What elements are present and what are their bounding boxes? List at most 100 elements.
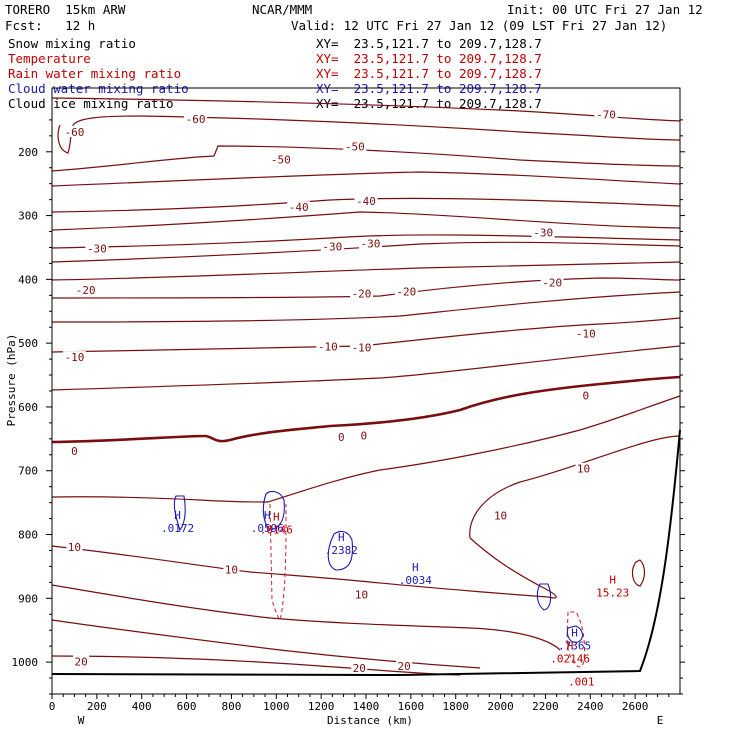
contour-label-bg (581, 389, 591, 401)
extremum-value: 15.23 (596, 587, 629, 600)
field-cloudice-xy: XY= 23.5,121.7 to 209.7,128.7 (316, 96, 542, 111)
contour-label-bg (358, 237, 382, 249)
contour-label-bg (351, 661, 368, 673)
contour-label: -10 (576, 328, 596, 341)
contour-label: -20 (76, 284, 96, 297)
field-rain-label: Rain water mixing ratio (8, 66, 182, 81)
isotherm-10-loop (469, 537, 557, 599)
x-tick-label: 2400 (577, 700, 604, 713)
y-tick-label: 900 (18, 592, 38, 605)
east-label: E (657, 714, 664, 727)
field-snow-xy: XY= 23.5,121.7 to 209.7,128.7 (316, 36, 542, 51)
isotherm-minus25 (51, 261, 681, 281)
field-temperature-label: Temperature (8, 51, 91, 66)
contour-label: -30 (87, 243, 107, 256)
contour-label: 0 (71, 445, 78, 458)
x-tick-label: 600 (177, 700, 197, 713)
x-tick-label: 1800 (442, 700, 469, 713)
contour-label: -20 (542, 276, 562, 289)
contour-label: -30 (322, 241, 342, 254)
extremum-symbol: H (412, 561, 419, 574)
contour-label: -10 (352, 342, 372, 355)
contour-label: 10 (355, 588, 368, 601)
isotherm-minus30 (51, 241, 681, 263)
forecast-hour: Fcst: 12 h (5, 18, 96, 33)
contour-label: 20 (75, 655, 88, 668)
contour-label-bg (62, 125, 86, 137)
contour-label: 0 (582, 389, 589, 402)
extremum-value: .001 (568, 675, 595, 688)
contour-label: 0 (360, 430, 367, 443)
cloud-water-560 (173, 495, 186, 532)
contour-label: 10 (577, 463, 590, 476)
x-tick-label: 1200 (308, 700, 335, 713)
contour-label: -30 (361, 238, 381, 251)
contour-label-bg (359, 429, 369, 441)
mixing-ratio-overlays (173, 490, 585, 668)
contour-label-bg (574, 327, 598, 339)
y-tick-label: 1000 (12, 656, 39, 669)
isotherm-minus5 (51, 345, 681, 391)
y-tick-label: 800 (18, 529, 38, 542)
contour-label-bg (354, 194, 378, 206)
contour-label-bg (62, 351, 86, 363)
isotherm-minus70 (51, 97, 681, 122)
contour-label-bg (394, 285, 418, 297)
extremum-value: .0596 (251, 522, 284, 535)
contour-label-bg (396, 659, 413, 671)
contour-labels: -60 -60 -70 -50 -50 -40 -40 -30 -30 -30 -30 -20 -20 -… (62, 108, 618, 675)
extremum-symbol: H (567, 639, 574, 652)
surface-line (51, 429, 681, 677)
isotherm-minus50 (51, 171, 681, 187)
isotherm-5 (51, 395, 681, 503)
contour-label: 10 (68, 541, 81, 554)
contour-label-bg (540, 276, 564, 288)
contour-label: -50 (345, 141, 365, 154)
contour-label-bg (316, 340, 340, 352)
y-tick-label: 500 (18, 337, 38, 350)
extremum-symbol: H (338, 531, 345, 544)
isotherm-minus10 (51, 317, 681, 353)
field-temperature-xy: XY= 23.5,121.7 to 209.7,128.7 (316, 51, 542, 66)
cloud-water-1290 (327, 530, 354, 571)
isotherm-minus40 (51, 211, 681, 231)
contour-label-bg (350, 341, 374, 353)
contour-label: 10 (225, 564, 238, 577)
contour-label: 20 (398, 660, 411, 673)
contour-label-bg (594, 108, 618, 120)
contour-label: -20 (352, 287, 372, 300)
contour-label-bg (184, 113, 208, 125)
x-tick-label: 200 (87, 700, 107, 713)
x-tick-label: 1400 (353, 700, 380, 713)
x-tick-label: 2600 (622, 700, 649, 713)
contour-label: -30 (533, 227, 553, 240)
isotherm-10-east (469, 435, 681, 539)
extremum-symbol: H (571, 627, 578, 640)
rain-water-dashed-2330 (566, 611, 585, 668)
y-tick-label: 600 (18, 401, 38, 414)
model-title: TORERO 15km ARW (5, 2, 126, 17)
isotherm-15 (51, 584, 561, 651)
x-tick-label: 400 (132, 700, 152, 713)
x-tick-label: 0 (49, 700, 56, 713)
contour-label-bg (69, 444, 79, 456)
extremum-symbol: H (609, 574, 616, 587)
x-tick-label: 800 (221, 700, 241, 713)
contour-label-bg (531, 226, 555, 238)
extremum-value: .0034 (399, 574, 432, 587)
isotherm-15-east-blob (631, 559, 646, 587)
contour-label-bg (74, 284, 98, 296)
cloud-water-2330 (566, 625, 584, 643)
contour-label: -10 (64, 351, 84, 364)
org-title: NCAR/MMM (252, 2, 313, 17)
y-tick-label: 300 (18, 210, 38, 223)
contour-label: -20 (396, 285, 416, 298)
isotherm-10-west (51, 545, 549, 598)
isotherm-20 (51, 619, 481, 669)
contour-label: -50 (271, 153, 291, 166)
contour-label: -70 (596, 109, 616, 122)
x-axis-title: Distance (km) (327, 714, 413, 727)
contour-label-bg (336, 430, 346, 442)
x-tick-label: 1600 (398, 700, 425, 713)
